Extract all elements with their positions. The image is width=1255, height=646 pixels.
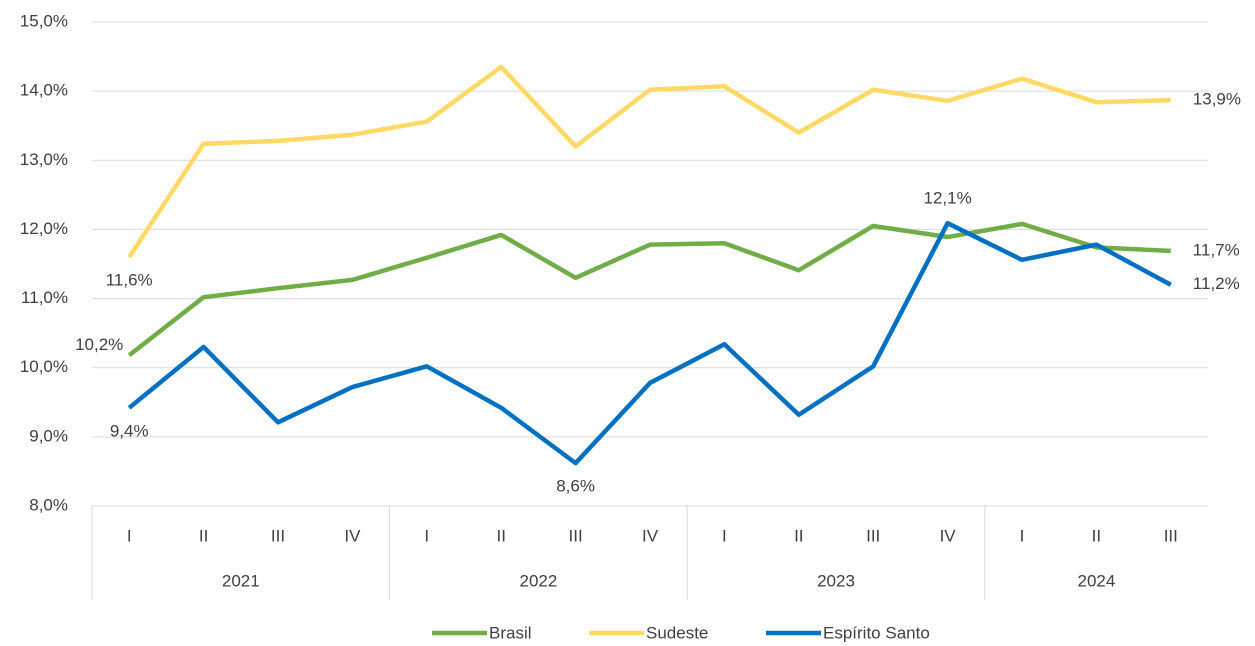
data-label: 9,4% bbox=[110, 421, 149, 440]
y-tick-label: 12,0% bbox=[20, 219, 68, 238]
x-group-label: 2022 bbox=[519, 571, 557, 590]
data-label: 11,7% bbox=[1193, 240, 1240, 259]
data-label: 10,2% bbox=[75, 335, 123, 354]
x-tick-label: III bbox=[569, 526, 583, 545]
x-tick-label: IV bbox=[940, 526, 957, 545]
x-group-label: 2023 bbox=[817, 571, 855, 590]
x-group-label: 2024 bbox=[1077, 571, 1115, 590]
data-label: 11,2% bbox=[1193, 274, 1240, 293]
y-tick-label: 10,0% bbox=[20, 357, 68, 376]
y-tick-label: 8,0% bbox=[29, 495, 68, 514]
series-line bbox=[127, 221, 1171, 358]
legend-label: Sudeste bbox=[646, 623, 708, 642]
data-label: 8,6% bbox=[556, 477, 595, 496]
x-tick-label: II bbox=[794, 526, 803, 545]
x-tick-label: II bbox=[496, 526, 505, 545]
y-tick-label: 14,0% bbox=[20, 81, 68, 100]
x-tick-label: I bbox=[722, 526, 727, 545]
x-tick-label: I bbox=[1020, 526, 1025, 545]
x-group-label: 2021 bbox=[222, 571, 260, 590]
data-label: 13,9% bbox=[1193, 90, 1241, 109]
x-tick-label: IV bbox=[344, 526, 361, 545]
x-tick-label: IV bbox=[642, 526, 659, 545]
x-tick-label: I bbox=[424, 526, 429, 545]
series-line bbox=[127, 220, 1172, 466]
x-tick-label: I bbox=[127, 526, 132, 545]
legend-label: Espírito Santo bbox=[823, 623, 930, 642]
series-line bbox=[127, 64, 1171, 259]
data-label: 11,6% bbox=[106, 271, 153, 290]
y-tick-label: 11,0% bbox=[21, 288, 68, 307]
legend-label: Brasil bbox=[489, 623, 532, 642]
y-tick-label: 15,0% bbox=[20, 11, 68, 30]
x-tick-label: II bbox=[1092, 526, 1101, 545]
x-tick-label: II bbox=[199, 526, 208, 545]
data-label: 12,1% bbox=[923, 189, 971, 208]
x-tick-label: III bbox=[866, 526, 880, 545]
x-tick-label: III bbox=[1164, 526, 1178, 545]
x-tick-label: III bbox=[271, 526, 285, 545]
y-tick-label: 9,0% bbox=[29, 426, 68, 445]
y-tick-label: 13,0% bbox=[20, 150, 68, 169]
